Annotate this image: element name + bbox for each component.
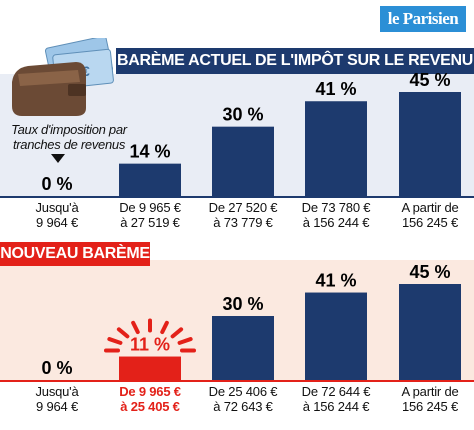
annotation-arrow-icon <box>51 154 65 163</box>
new-scale-baseline <box>0 380 474 382</box>
bar-1-3 <box>305 292 367 380</box>
category-label-1-1: De 9 965 € à 25 405 € <box>104 384 196 414</box>
category-line: De 9 965 € <box>119 200 181 215</box>
value-label-0-3: 41 % <box>315 79 356 99</box>
category-line: 9 964 € <box>36 399 78 414</box>
category-label-1-4: A partir de 156 245 € <box>384 384 474 414</box>
category-line: Jusqu'à <box>35 384 79 399</box>
category-line: à 25 405 € <box>120 399 180 414</box>
value-label-1-0: 0 % <box>41 358 72 378</box>
category-label-0-3: De 73 780 € à 156 244 € <box>290 200 382 230</box>
bar-0-4 <box>399 92 461 196</box>
category-line: à 73 779 € <box>213 215 273 230</box>
current-scale-title: BARÈME ACTUEL DE L'IMPÔT SUR LE REVENU <box>116 48 474 74</box>
value-label-0-0: 0 % <box>41 174 72 194</box>
value-label-0-1: 14 % <box>129 142 170 162</box>
highlight-ray <box>170 327 184 339</box>
bar-1-2 <box>212 316 274 380</box>
category-line: à 27 519 € <box>120 215 180 230</box>
value-label-1-2: 30 % <box>222 294 263 314</box>
category-label-0-2: De 27 520 € à 73 779 € <box>197 200 289 230</box>
svg-text:€: € <box>82 63 90 79</box>
value-label-1-4: 45 % <box>409 262 450 282</box>
category-label-0-1: De 9 965 € à 27 519 € <box>104 200 196 230</box>
value-label-1-1: 11 % <box>130 335 170 355</box>
value-label-0-4: 45 % <box>409 70 450 90</box>
category-label-0-0: Jusqu'à 9 964 € <box>11 200 103 230</box>
le-parisien-logo: le Parisien <box>380 6 466 32</box>
bar-1-1 <box>119 356 181 380</box>
category-line: Jusqu'à <box>35 200 79 215</box>
rate-annotation: Taux d'imposition par tranches de revenu… <box>11 122 127 152</box>
category-label-1-0: Jusqu'à 9 964 € <box>11 384 103 414</box>
bar-0-3 <box>305 101 367 196</box>
highlight-ray <box>116 327 130 339</box>
category-line: De 27 520 € <box>208 200 278 215</box>
category-line: 156 245 € <box>401 399 459 414</box>
highlight-ray <box>160 320 169 335</box>
category-line: A partir de <box>401 200 459 215</box>
category-line: 156 245 € <box>401 215 459 230</box>
category-line: A partir de <box>401 384 459 399</box>
category-line: 9 964 € <box>36 215 78 230</box>
highlight-ray <box>131 320 140 335</box>
category-label-1-3: De 72 644 € à 156 244 € <box>290 384 382 414</box>
new-scale-title: NOUVEAU BARÈME <box>0 242 150 266</box>
wallet-money-icon: € <box>12 38 114 116</box>
category-label-0-4: A partir de 156 245 € <box>384 200 474 230</box>
category-line: à 156 244 € <box>302 399 370 414</box>
category-line: à 72 643 € <box>213 399 273 414</box>
highlight-ray <box>177 337 193 345</box>
bar-1-4 <box>399 284 461 380</box>
highlight-ray <box>107 337 123 345</box>
bar-0-2 <box>212 126 274 196</box>
category-line: De 73 780 € <box>301 200 371 215</box>
category-line: De 72 644 € <box>301 384 371 399</box>
category-line: à 156 244 € <box>302 215 370 230</box>
bar-0-1 <box>119 163 181 196</box>
current-scale-baseline <box>0 196 474 198</box>
category-label-1-2: De 25 406 € à 72 643 € <box>197 384 289 414</box>
category-line: De 25 406 € <box>208 384 278 399</box>
category-line: De 9 965 € <box>119 384 181 399</box>
value-label-0-2: 30 % <box>222 105 263 125</box>
value-label-1-3: 41 % <box>315 271 356 291</box>
